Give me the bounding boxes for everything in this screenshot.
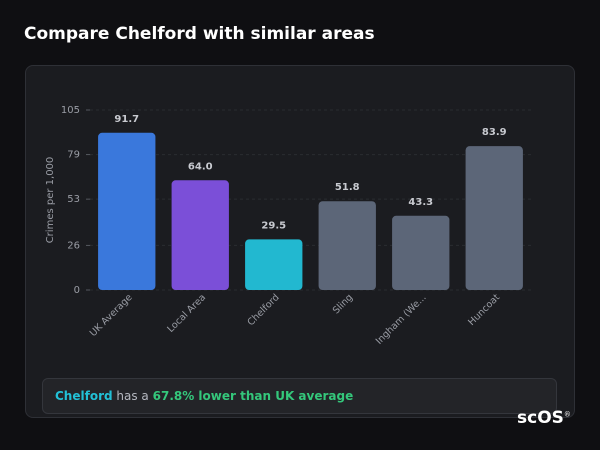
brand-name: scOS xyxy=(517,408,564,428)
x-tick-label: Sling xyxy=(331,292,355,316)
bar xyxy=(465,146,523,290)
value-label: 29.5 xyxy=(261,220,286,231)
summary-highlight: 67.8% lower than UK average xyxy=(152,389,354,403)
value-label: 64.0 xyxy=(188,161,213,172)
x-tick-label: Ingham (We... xyxy=(374,292,429,347)
y-axis-label: Crimes per 1,000 xyxy=(45,157,56,244)
y-tick-label: 105 xyxy=(61,105,80,116)
area-name: Chelford xyxy=(55,389,113,403)
y-tick-label: 79 xyxy=(67,150,80,161)
bar xyxy=(98,132,156,290)
bar xyxy=(392,215,450,290)
value-label: 51.8 xyxy=(335,182,360,193)
brand: scOS® xyxy=(517,408,571,428)
value-label: 91.7 xyxy=(114,114,139,125)
x-tick-label: Huncoat xyxy=(466,292,502,328)
y-tick-label: 53 xyxy=(67,194,80,205)
x-tick-label: Chelford xyxy=(246,292,282,328)
brand-mark: ® xyxy=(563,410,571,419)
bar xyxy=(171,180,229,290)
x-tick-label: UK Average xyxy=(88,292,135,339)
value-label: 43.3 xyxy=(408,197,433,208)
bar xyxy=(245,239,303,290)
page-title: Compare Chelford with similar areas xyxy=(24,24,375,44)
x-tick-label: Local Area xyxy=(165,292,208,335)
y-tick-label: 0 xyxy=(74,285,80,296)
summary-text: has a xyxy=(116,389,149,403)
y-tick-label: 26 xyxy=(67,240,80,251)
summary: Chelford has a 67.8% lower than UK avera… xyxy=(42,378,557,414)
value-label: 83.9 xyxy=(482,127,507,138)
bar xyxy=(318,201,376,290)
